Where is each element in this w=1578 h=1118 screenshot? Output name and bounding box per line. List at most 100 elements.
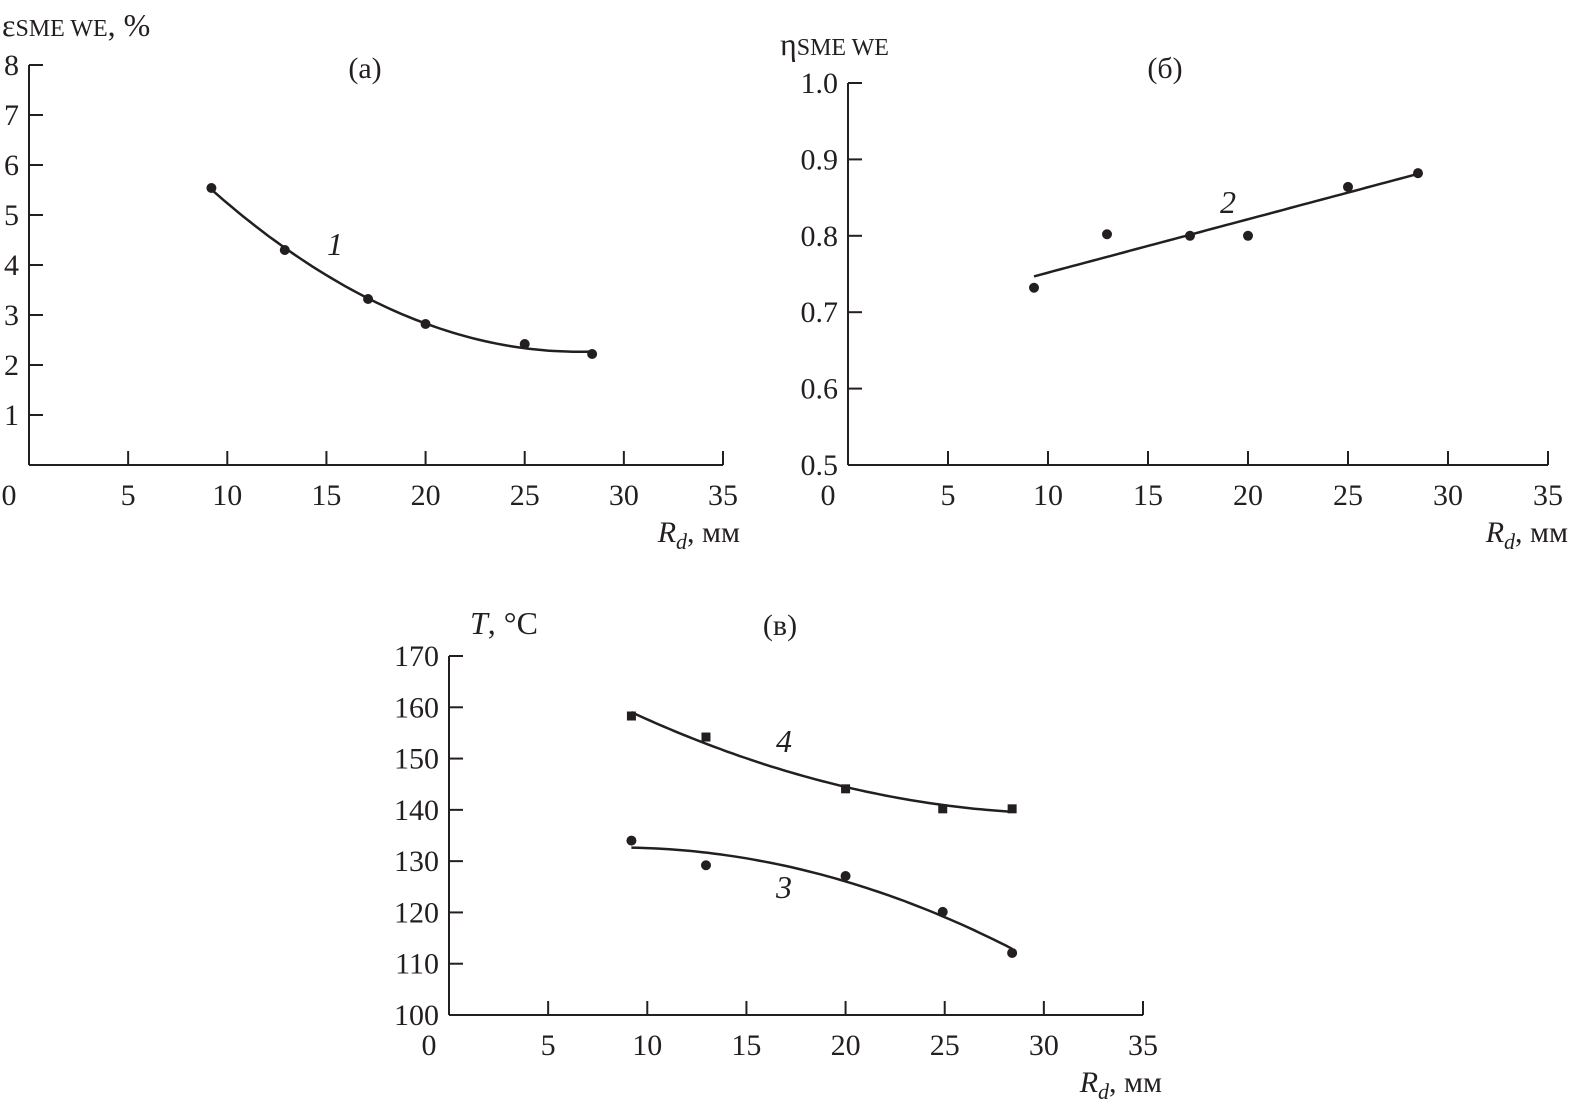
series-3-point [1007, 947, 1018, 958]
x-label-symbol: R [657, 516, 676, 549]
y-tick-label: 8 [4, 49, 19, 82]
y-axis-label: T, °C [470, 605, 538, 641]
x-axis-label: Rd, мм [1485, 516, 1568, 554]
series-2-point [1413, 168, 1423, 179]
series-4-point [701, 732, 711, 742]
series-1-point [206, 183, 217, 193]
x-label-symbol: R [1079, 1066, 1098, 1099]
y-tick-label: 140 [394, 794, 439, 827]
series-2-point [1102, 229, 1112, 240]
x-label-subscript: d [1504, 529, 1516, 554]
series-label: 1 [327, 226, 343, 262]
series-2-point [1243, 230, 1253, 241]
x-tick-label: 20 [1233, 479, 1263, 512]
x-tick-label: 15 [311, 479, 341, 512]
series-1-point [587, 349, 598, 359]
x-tick-label: 10 [632, 1029, 662, 1062]
y-label-unit: , °C [488, 605, 538, 641]
y-tick-label: 150 [394, 743, 439, 776]
series-3-fit-line [631, 846, 1013, 950]
x-tick-label: 5 [121, 479, 136, 512]
x-tick-label: 20 [411, 479, 441, 512]
x-tick-label: 10 [1033, 479, 1063, 512]
y-label-symbol: η [780, 26, 797, 62]
x-label-unit: , мм [687, 516, 740, 549]
y-tick-label: 4 [4, 249, 19, 282]
x-tick-label: 35 [708, 479, 738, 512]
series-4-point [626, 711, 636, 721]
chart-panel-2: 0 5 10 15 20 25 30 35 100 110 120 130 140 150 160 170 (в… [394, 605, 1162, 1104]
y-tick-label: 1 [4, 399, 19, 432]
series-3-point [840, 871, 851, 882]
y-tick-label: 130 [394, 845, 439, 878]
series-2-fit-line [1033, 172, 1419, 278]
x-tick-label: 0 [2, 479, 17, 512]
x-axis-label: Rd, мм [657, 516, 740, 554]
y-label-subscript: SME WE [797, 35, 889, 61]
y-axis-label: εSME WE, % [2, 7, 150, 43]
x-tick-label: 25 [930, 1029, 960, 1062]
series-4-point [1007, 804, 1017, 814]
series-1-point [519, 339, 530, 349]
y-tick-label: 160 [394, 691, 439, 724]
y-tick-label: 110 [395, 948, 439, 981]
y-tick-label: 0.5 [801, 449, 839, 482]
x-tick-label: 5 [541, 1029, 556, 1062]
x-axis-label: Rd, мм [1079, 1066, 1162, 1104]
y-label-unit: , % [108, 7, 151, 43]
series-1-point [420, 319, 431, 329]
y-tick-label: 2 [4, 349, 19, 382]
series-3-point [937, 906, 948, 917]
y-tick-label: 170 [394, 640, 439, 673]
panel-label: (б) [1147, 52, 1182, 85]
y-tick-label: 0.7 [801, 296, 839, 329]
series-label: 2 [1220, 184, 1236, 220]
x-label-unit: , мм [1109, 1066, 1162, 1099]
y-tick-label: 6 [4, 149, 19, 182]
y-tick-label: 120 [394, 896, 439, 929]
series-label: 3 [775, 869, 792, 905]
y-tick-label: 0.6 [801, 373, 839, 406]
y-label-symbol: T [470, 605, 490, 641]
panel-label: (в) [763, 609, 797, 642]
y-tick-label: 7 [4, 99, 19, 132]
x-tick-label: 25 [1333, 479, 1363, 512]
x-tick-label: 0 [422, 1029, 437, 1062]
series-1-point [279, 245, 290, 255]
x-label-subscript: d [1098, 1079, 1110, 1104]
series-2-point [1185, 230, 1195, 241]
series-2-point [1029, 282, 1039, 293]
x-tick-label: 20 [831, 1029, 861, 1062]
series-3-point [700, 860, 711, 871]
chart-panel-0: 0 5 10 15 20 25 30 35 1 2 3 4 5 6 7 8 (a) εSME WE, % Rd, м… [2, 7, 741, 554]
series-4-fit-line [630, 711, 1013, 814]
chart-panel-1: 0 5 10 15 20 25 30 35 0.5 0.6 0.7 0.8 0.9 1.0 (б) ηSME … [780, 26, 1568, 554]
series-1-fit-line [210, 188, 593, 353]
x-tick-label: 30 [609, 479, 639, 512]
y-axis-label: ηSME WE [780, 26, 889, 62]
x-label-symbol: R [1485, 516, 1504, 549]
x-tick-label: 0 [821, 479, 836, 512]
y-tick-label: 5 [4, 199, 19, 232]
panel-label: (a) [348, 52, 381, 85]
x-tick-label: 35 [1533, 479, 1563, 512]
y-tick-label: 1.0 [801, 67, 839, 100]
x-label-subscript: d [676, 529, 688, 554]
series-4-point [938, 804, 948, 814]
series-1-point [363, 294, 374, 304]
series-2-point [1343, 181, 1353, 192]
x-tick-label: 30 [1029, 1029, 1059, 1062]
series-3-point [626, 835, 637, 846]
x-tick-label: 25 [510, 479, 540, 512]
x-label-unit: , мм [1515, 516, 1568, 549]
x-tick-label: 35 [1128, 1029, 1158, 1062]
y-label-symbol: ε [2, 7, 15, 43]
y-tick-label: 100 [394, 999, 439, 1032]
y-tick-label: 0.9 [801, 143, 839, 176]
x-tick-label: 5 [941, 479, 956, 512]
y-label-subscript: SME WE [15, 16, 107, 42]
y-tick-label: 0.8 [801, 220, 839, 253]
x-tick-label: 10 [212, 479, 242, 512]
series-label: 4 [776, 723, 792, 759]
